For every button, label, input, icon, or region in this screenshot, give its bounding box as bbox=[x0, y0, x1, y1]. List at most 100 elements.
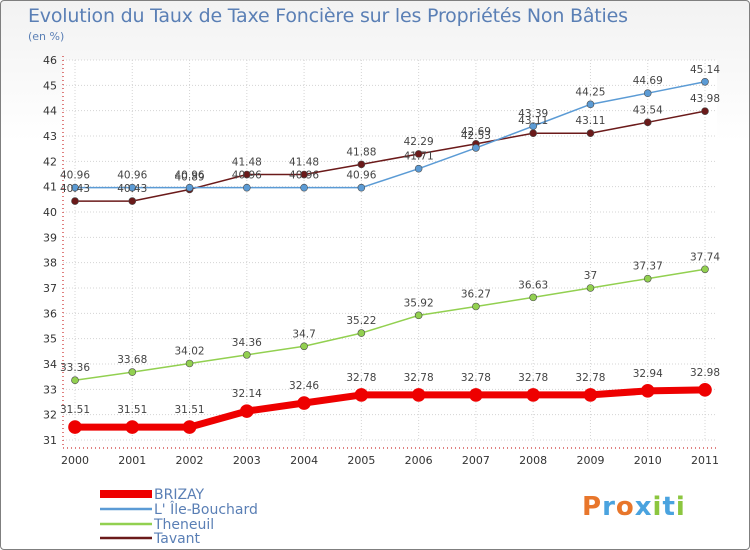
y-tick-label: 46 bbox=[43, 54, 57, 67]
data-label-brizay: 31.51 bbox=[117, 404, 147, 416]
y-tick-label: 35 bbox=[43, 333, 57, 346]
plot-area bbox=[63, 60, 717, 440]
x-tick-label: 2000 bbox=[61, 454, 89, 467]
data-label-theneuil: 36.63 bbox=[518, 279, 548, 291]
legend-label-brizay: BRIZAY bbox=[154, 487, 205, 503]
data-point-theneuil bbox=[300, 342, 308, 351]
data-point-brizay bbox=[182, 420, 197, 434]
data-label-l-le-bouchard: 41.71 bbox=[404, 151, 434, 163]
data-label-brizay: 32.78 bbox=[461, 372, 491, 384]
data-point-theneuil bbox=[472, 302, 480, 311]
data-point-brizay bbox=[125, 420, 140, 434]
data-point-l-le-bouchard bbox=[701, 77, 709, 86]
data-point-brizay bbox=[698, 383, 712, 397]
x-tick-label: 2006 bbox=[405, 454, 433, 467]
data-point-tavant bbox=[71, 197, 79, 205]
data-point-l-le-bouchard bbox=[472, 144, 480, 152]
data-point-theneuil bbox=[701, 265, 709, 274]
data-point-l-le-bouchard bbox=[414, 164, 423, 173]
data-point-theneuil bbox=[529, 293, 537, 302]
data-label-tavant: 42.69 bbox=[461, 126, 491, 138]
data-point-tavant bbox=[586, 129, 595, 138]
y-tick-label: 33 bbox=[43, 383, 57, 396]
data-label-tavant: 41.88 bbox=[346, 146, 376, 158]
chart-unit-label: (en %) bbox=[28, 30, 65, 43]
data-label-tavant: 41.48 bbox=[232, 157, 262, 169]
y-tick-label: 37 bbox=[43, 282, 57, 295]
series-line-theneuil bbox=[74, 268, 706, 381]
data-point-theneuil bbox=[643, 274, 652, 283]
data-point-theneuil bbox=[185, 359, 194, 368]
data-label-l-le-bouchard: 40.96 bbox=[175, 170, 205, 182]
data-label-tavant: 40.43 bbox=[60, 183, 90, 195]
data-point-l-le-bouchard bbox=[586, 100, 595, 109]
data-point-brizay bbox=[411, 388, 426, 402]
x-tick-label: 2011 bbox=[691, 454, 719, 467]
data-label-theneuil: 34.36 bbox=[232, 337, 262, 349]
data-label-l-le-bouchard: 40.96 bbox=[346, 170, 376, 182]
data-label-theneuil: 33.36 bbox=[60, 362, 90, 374]
legend-label-tavant: Tavant bbox=[153, 531, 201, 547]
data-label-tavant: 43.11 bbox=[518, 115, 548, 127]
data-point-l-le-bouchard bbox=[185, 183, 194, 192]
proxiti-logo: Proxiti bbox=[582, 492, 686, 522]
data-label-tavant: 41.48 bbox=[289, 157, 319, 169]
data-point-theneuil bbox=[414, 311, 423, 320]
data-point-l-le-bouchard bbox=[357, 183, 366, 192]
x-tick-label: 2007 bbox=[462, 454, 490, 467]
x-tick-label: 2001 bbox=[118, 454, 146, 467]
data-point-brizay bbox=[583, 388, 598, 402]
data-label-tavant: 42.29 bbox=[404, 136, 434, 148]
data-label-l-le-bouchard: 44.69 bbox=[633, 75, 663, 87]
data-point-theneuil bbox=[586, 284, 595, 292]
data-point-brizay bbox=[469, 388, 483, 402]
data-label-brizay: 32.46 bbox=[289, 380, 319, 392]
x-tick-label: 2005 bbox=[347, 454, 375, 467]
data-label-l-le-bouchard: 40.96 bbox=[117, 170, 147, 182]
data-label-theneuil: 34.02 bbox=[175, 345, 205, 357]
data-label-l-le-bouchard: 40.96 bbox=[60, 170, 90, 182]
y-tick-label: 40 bbox=[43, 206, 57, 219]
data-label-theneuil: 35.22 bbox=[346, 315, 376, 327]
y-tick-label: 38 bbox=[43, 257, 57, 270]
data-point-l-le-bouchard bbox=[529, 122, 537, 130]
data-point-l-le-bouchard bbox=[300, 183, 308, 192]
data-point-tavant bbox=[357, 160, 366, 169]
data-point-brizay bbox=[640, 384, 655, 398]
data-label-brizay: 32.98 bbox=[690, 367, 720, 379]
data-label-brizay: 31.51 bbox=[175, 404, 205, 416]
data-label-theneuil: 36.27 bbox=[461, 288, 491, 300]
y-tick-label: 34 bbox=[43, 358, 57, 371]
y-tick-label: 41 bbox=[43, 181, 57, 194]
data-label-tavant: 43.54 bbox=[633, 104, 663, 116]
data-label-tavant: 43.11 bbox=[575, 115, 605, 127]
x-tick-label: 2010 bbox=[634, 454, 662, 467]
y-tick-label: 31 bbox=[43, 434, 57, 447]
data-point-brizay bbox=[240, 404, 254, 418]
data-point-l-le-bouchard bbox=[128, 183, 137, 192]
x-tick-label: 2009 bbox=[576, 454, 604, 467]
data-label-brizay: 32.78 bbox=[346, 372, 376, 384]
data-point-tavant bbox=[414, 150, 423, 158]
data-point-brizay bbox=[526, 388, 540, 402]
data-label-l-le-bouchard: 43.39 bbox=[518, 108, 548, 120]
data-point-tavant bbox=[128, 197, 137, 205]
data-label-l-le-bouchard: 40.96 bbox=[232, 170, 262, 182]
x-tick-label: 2008 bbox=[519, 454, 547, 467]
data-label-theneuil: 35.92 bbox=[404, 297, 434, 309]
y-tick-label: 44 bbox=[43, 105, 57, 118]
data-label-brizay: 32.94 bbox=[633, 368, 663, 380]
data-point-tavant bbox=[701, 107, 709, 115]
series-line-tavant bbox=[74, 110, 706, 202]
y-tick-label: 43 bbox=[43, 130, 57, 143]
x-tick-label: 2003 bbox=[233, 454, 261, 467]
data-point-tavant bbox=[300, 170, 308, 179]
y-tick-label: 45 bbox=[43, 79, 57, 92]
data-point-theneuil bbox=[243, 351, 251, 359]
y-tick-label: 39 bbox=[43, 231, 57, 244]
data-point-l-le-bouchard bbox=[71, 183, 79, 192]
data-label-l-le-bouchard: 42.53 bbox=[461, 130, 491, 142]
data-label-brizay: 32.78 bbox=[404, 372, 434, 384]
data-label-brizay: 32.78 bbox=[518, 372, 548, 384]
